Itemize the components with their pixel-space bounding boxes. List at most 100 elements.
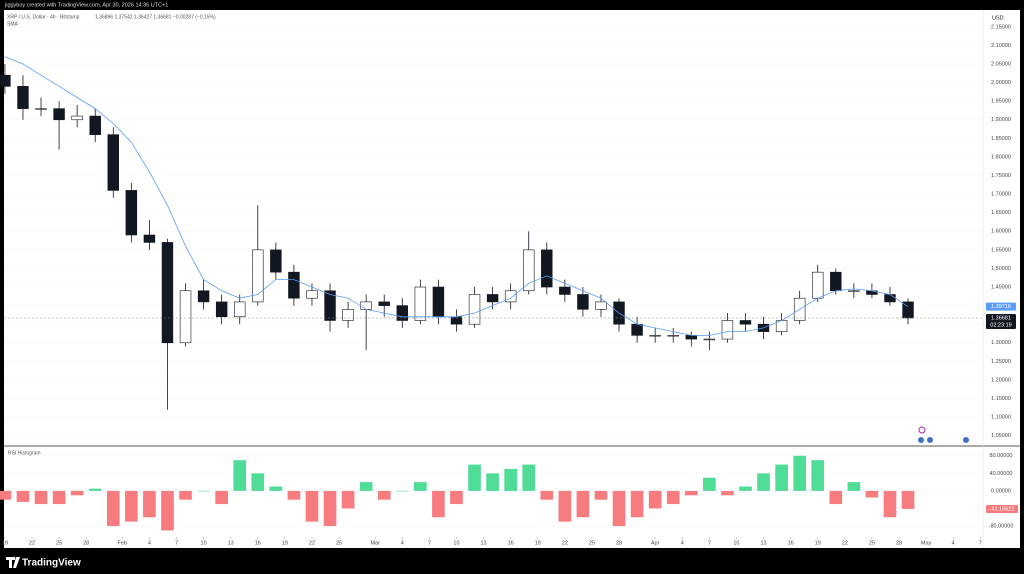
x-tick-label: 13 [760,540,766,546]
histogram-bar [0,490,12,500]
histogram-bar [811,460,825,491]
ma-price-label: 1.39716 [991,304,1011,310]
histogram-bar [143,490,156,518]
candle-body [812,271,824,299]
histogram-bar [522,464,536,491]
brand: TradingView [22,558,81,569]
candle-body [667,335,679,337]
histogram-bar [450,490,463,505]
histogram-bar [847,482,861,491]
candle-body [125,190,138,236]
histogram-bar [233,460,247,491]
y-tick-label: 1.50000 [991,266,1011,272]
ohlc: 1.36896 1.37542 1.36427 1.36681 −0.00287… [95,14,216,20]
event-icon [927,437,933,443]
candle-body [432,286,445,318]
histogram-bar [432,490,445,518]
x-tick-label: Apr [651,540,660,546]
histogram-bar [829,490,843,505]
candle-body [17,86,29,109]
candle-body [396,305,409,321]
histogram-bar [504,468,517,491]
candle-body [739,320,752,325]
y-tick-label: 1.25000 [991,359,1011,365]
y-tick-label: 1.30000 [991,340,1011,346]
candle-body [197,290,210,303]
histogram-bar [540,490,554,500]
credit: jiggyboy created with TradingView.com, A… [4,2,168,8]
x-tick-label: 22 [29,540,35,546]
histogram-bar [359,482,373,491]
logo [6,557,20,568]
y-tick-label: 1.60000 [991,229,1011,235]
histogram-bar [251,473,265,491]
candle-body [71,115,83,121]
candle-body [703,338,716,341]
x-tick-label: 4 [952,540,955,546]
x-tick-label: 4 [681,540,684,546]
y-tick-label: 40.00000 [990,471,1013,477]
histogram-bar [125,490,138,522]
histogram-bar [757,473,770,491]
candle-body [233,301,246,318]
x-tick-label: 25 [56,540,62,546]
histogram-bar [558,490,572,522]
histogram-bar [414,482,427,491]
histogram-bar [287,490,301,500]
histogram-bar [901,490,915,509]
x-tick-label: 16 [788,540,794,546]
histogram-bar [612,490,626,527]
symbol: XRP / U.S. Dollar · 4h · Bitstamp [7,14,80,20]
x-tick-label: 4 [401,540,404,546]
last-price-box [986,313,1016,329]
x-tick-label: Feb [118,540,127,546]
histogram-bar [179,490,192,500]
candle-body [288,271,300,299]
x-tick-label: 22 [562,540,568,546]
histogram-bar [775,464,788,491]
x-tick-label: May [921,540,932,546]
x-tick-label: 16 [508,540,514,546]
y-tick-label: -80.00000 [989,523,1014,529]
x-tick-label: 7 [708,540,711,546]
x-tick-label: 13 [481,540,487,546]
histogram-bar [215,490,228,505]
candle-body [721,320,734,340]
histogram-bar [197,490,210,492]
histogram-bar [630,490,644,518]
countdown: 02:23:19 [990,322,1011,328]
candle-body [53,108,65,121]
event-icon [918,426,926,434]
histogram-bar [666,490,680,505]
histogram-bar [34,490,48,505]
y-tick-label: 0.00000 [991,488,1011,494]
candle-body [89,115,101,135]
y-tick-label: 1.65000 [991,210,1011,216]
x-tick-label: 13 [228,540,234,546]
x-tick-label: 25 [869,540,875,546]
x-tick-label: 4 [148,540,151,546]
candle-body [541,249,553,288]
candle-body [342,309,354,321]
candle-body [848,290,860,292]
x-tick-label: 19 [2,540,8,546]
x-tick-label: 10 [201,540,207,546]
y-tick-label: 1.85000 [991,136,1011,142]
footer-bar [0,550,1024,574]
x-tick-label: 19 [282,540,288,546]
candle-body [161,242,174,344]
x-tick-label: 7 [428,540,431,546]
candle-body [306,290,318,299]
y-tick-label: 1.75000 [991,173,1011,179]
x-tick-label: 19 [815,540,821,546]
y-tick-label: 2.15000 [991,24,1011,30]
histogram-bar [52,490,66,505]
histogram-bar [684,490,698,496]
x-tick-label: 22 [842,540,848,546]
ma-price-box [986,302,1016,311]
histogram-bar [395,490,409,492]
candle-body [884,294,896,303]
x-tick-label: 10 [453,540,459,546]
